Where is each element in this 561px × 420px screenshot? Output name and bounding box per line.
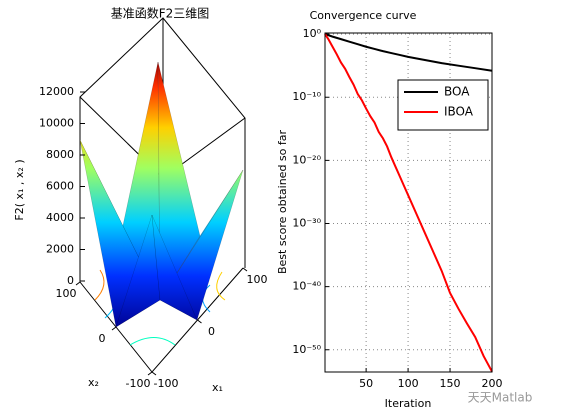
line-series (324, 33, 493, 373)
title-3d: 基准函数F2三维图 (111, 6, 210, 21)
legend-box (397, 79, 489, 131)
legend-label: BOA (444, 85, 470, 99)
legend-label: IBOA (444, 105, 474, 119)
x-tick-label: 0 (208, 325, 215, 338)
z-tick-label: 6000 (46, 180, 74, 193)
y-tick-label: 10⁻⁴⁰ (292, 280, 321, 293)
z-tick-label: 0 (67, 274, 74, 287)
y-tick-label: 10⁻³⁰ (292, 217, 321, 230)
y-axis-label: Best score obtained so far (276, 130, 289, 275)
z-tick-label: 2000 (46, 243, 74, 256)
y-tick-label: 10⁻⁵⁰ (292, 343, 321, 356)
y-tick-label: 100 (56, 287, 77, 300)
surface (79, 61, 244, 328)
line-series (324, 33, 493, 72)
watermark: 天天Matlab (468, 391, 533, 405)
x-tick (197, 319, 202, 324)
x-tick (242, 267, 248, 272)
y-tick-label: 10⁰ (303, 27, 322, 40)
z-tick-label: 12000 (39, 85, 74, 98)
x-axis-label: Iteration (385, 397, 432, 410)
axes-box (324, 32, 493, 373)
y-tick-label: 10⁻²⁰ (292, 153, 321, 166)
y-tick-label: 0 (99, 332, 106, 345)
x-tick-label: 200 (482, 377, 503, 390)
y-tick (147, 371, 153, 376)
y-tick (111, 326, 117, 331)
z-tick-label: 8000 (46, 148, 74, 161)
x-tick-label: 150 (440, 377, 461, 390)
y-tick-label: 10⁻¹⁰ (292, 90, 321, 103)
z-tick-label: 10000 (39, 117, 74, 130)
x-tick-label: 50 (359, 377, 373, 390)
x-tick (151, 371, 157, 376)
y-axis-label: x₂ (88, 376, 99, 389)
x-tick-label: 100 (398, 377, 419, 390)
z-axis-label: F2( x₁ , x₂ ) (13, 159, 26, 220)
x-tick-label: 100 (247, 273, 268, 286)
z-tick-label: 4000 (46, 211, 74, 224)
x-tick-label: -100 (154, 377, 179, 390)
y-tick-label: -100 (126, 377, 151, 390)
x-axis-label: x₁ (212, 381, 223, 394)
chart-title: Convergence curve (310, 9, 417, 22)
y-tick (75, 281, 81, 286)
